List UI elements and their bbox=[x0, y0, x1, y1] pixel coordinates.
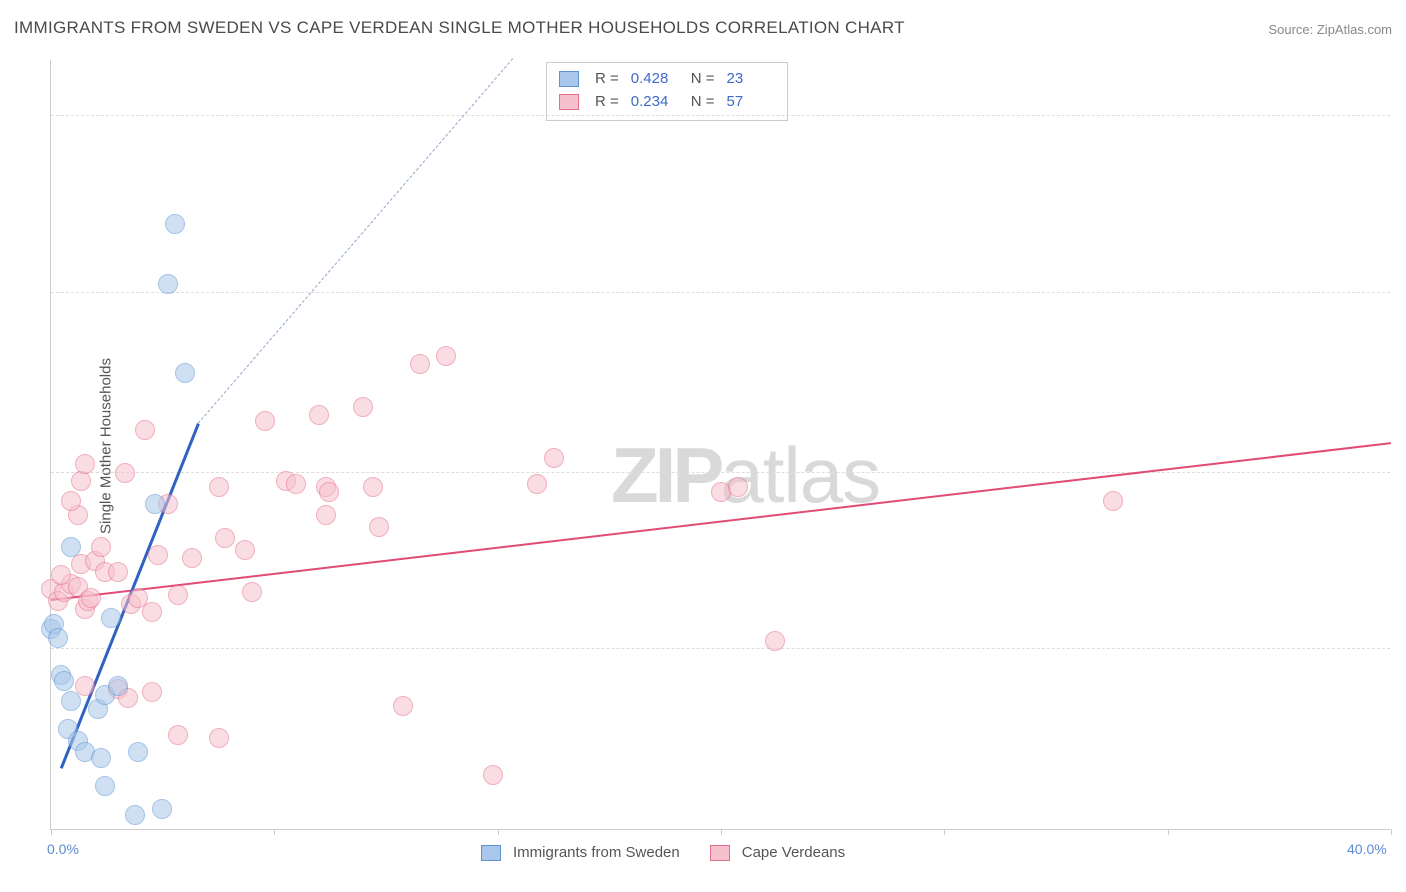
bottom-legend: Immigrants from Sweden Cape Verdeans bbox=[481, 844, 845, 861]
legend-swatch-sweden bbox=[559, 71, 579, 87]
scatter-point-capeverdean bbox=[142, 602, 162, 622]
scatter-point-sweden bbox=[48, 628, 68, 648]
scatter-point-capeverdean bbox=[309, 405, 329, 425]
legend-n-label: N = bbox=[691, 68, 715, 91]
scatter-point-capeverdean bbox=[544, 448, 564, 468]
x-tick bbox=[1168, 829, 1169, 835]
scatter-point-capeverdean bbox=[483, 765, 503, 785]
scatter-point-capeverdean bbox=[436, 346, 456, 366]
scatter-point-sweden bbox=[145, 494, 165, 514]
bottom-legend-sweden: Immigrants from Sweden bbox=[481, 844, 680, 861]
scatter-point-capeverdean bbox=[115, 463, 135, 483]
bottom-legend-capeverdean-label: Cape Verdeans bbox=[742, 844, 845, 861]
x-tick bbox=[1391, 829, 1392, 835]
scatter-point-sweden bbox=[152, 799, 172, 819]
trend-line-dash bbox=[198, 58, 514, 424]
scatter-point-capeverdean bbox=[209, 477, 229, 497]
scatter-point-capeverdean bbox=[168, 725, 188, 745]
x-tick bbox=[51, 829, 52, 835]
scatter-point-capeverdean bbox=[61, 491, 81, 511]
scatter-point-capeverdean bbox=[148, 545, 168, 565]
scatter-point-capeverdean bbox=[81, 588, 101, 608]
plot-area: ZIPatlas R = 0.428 N = 23 R = 0.234 N = … bbox=[50, 60, 1390, 830]
scatter-point-capeverdean bbox=[255, 411, 275, 431]
scatter-point-capeverdean bbox=[215, 528, 235, 548]
scatter-point-capeverdean bbox=[765, 631, 785, 651]
source-label: Source: ZipAtlas.com bbox=[1268, 22, 1392, 37]
scatter-point-capeverdean bbox=[353, 397, 373, 417]
x-tick-label: 0.0% bbox=[47, 841, 79, 857]
scatter-point-sweden bbox=[91, 748, 111, 768]
legend-r-label: R = bbox=[595, 68, 619, 91]
scatter-point-capeverdean bbox=[75, 454, 95, 474]
scatter-point-sweden bbox=[54, 671, 74, 691]
scatter-point-sweden bbox=[175, 363, 195, 383]
scatter-point-sweden bbox=[61, 691, 81, 711]
scatter-point-capeverdean bbox=[1103, 491, 1123, 511]
trend-line bbox=[51, 442, 1391, 601]
y-tick-label: 18.8% bbox=[1402, 285, 1406, 301]
legend-stats-row-capeverdean: R = 0.234 N = 57 bbox=[559, 91, 775, 114]
scatter-point-capeverdean bbox=[209, 728, 229, 748]
y-tick-label: 12.5% bbox=[1402, 465, 1406, 481]
scatter-point-capeverdean bbox=[142, 682, 162, 702]
bottom-legend-sweden-label: Immigrants from Sweden bbox=[513, 844, 680, 861]
legend-r-sweden: 0.428 bbox=[631, 68, 679, 91]
scatter-point-capeverdean bbox=[410, 354, 430, 374]
chart-container: IMMIGRANTS FROM SWEDEN VS CAPE VERDEAN S… bbox=[0, 0, 1406, 892]
scatter-point-capeverdean bbox=[235, 540, 255, 560]
x-tick bbox=[721, 829, 722, 835]
scatter-point-sweden bbox=[165, 214, 185, 234]
scatter-point-capeverdean bbox=[91, 537, 111, 557]
legend-swatch-sweden-icon bbox=[481, 845, 501, 861]
scatter-point-capeverdean bbox=[319, 482, 339, 502]
x-tick bbox=[944, 829, 945, 835]
legend-r-label: R = bbox=[595, 91, 619, 114]
gridline-h bbox=[51, 292, 1390, 293]
gridline-h bbox=[51, 648, 1390, 649]
scatter-point-capeverdean bbox=[71, 471, 91, 491]
x-tick bbox=[498, 829, 499, 835]
legend-n-label: N = bbox=[691, 91, 715, 114]
watermark-bold: ZIP bbox=[611, 431, 720, 519]
scatter-point-sweden bbox=[108, 676, 128, 696]
scatter-point-capeverdean bbox=[108, 562, 128, 582]
chart-title: IMMIGRANTS FROM SWEDEN VS CAPE VERDEAN S… bbox=[14, 18, 905, 38]
scatter-point-sweden bbox=[61, 537, 81, 557]
legend-n-capeverdean: 57 bbox=[727, 91, 775, 114]
scatter-point-sweden bbox=[125, 805, 145, 825]
scatter-point-capeverdean bbox=[182, 548, 202, 568]
scatter-point-capeverdean bbox=[286, 474, 306, 494]
y-tick-label: 6.3% bbox=[1402, 641, 1406, 657]
legend-n-sweden: 23 bbox=[727, 68, 775, 91]
scatter-point-capeverdean bbox=[168, 585, 188, 605]
scatter-point-capeverdean bbox=[363, 477, 383, 497]
scatter-point-capeverdean bbox=[393, 696, 413, 716]
gridline-h bbox=[51, 472, 1390, 473]
x-tick bbox=[274, 829, 275, 835]
scatter-point-capeverdean bbox=[135, 420, 155, 440]
legend-swatch-capeverdean bbox=[559, 94, 579, 110]
scatter-point-sweden bbox=[128, 742, 148, 762]
scatter-point-capeverdean bbox=[316, 505, 336, 525]
legend-stats-box: R = 0.428 N = 23 R = 0.234 N = 57 bbox=[546, 62, 788, 121]
legend-stats-row-sweden: R = 0.428 N = 23 bbox=[559, 68, 775, 91]
x-tick-label: 40.0% bbox=[1347, 841, 1387, 857]
scatter-point-capeverdean bbox=[728, 477, 748, 497]
scatter-point-capeverdean bbox=[242, 582, 262, 602]
scatter-point-sweden bbox=[101, 608, 121, 628]
scatter-point-capeverdean bbox=[51, 565, 71, 585]
legend-swatch-capeverdean-icon bbox=[710, 845, 730, 861]
scatter-point-capeverdean bbox=[527, 474, 547, 494]
bottom-legend-capeverdean: Cape Verdeans bbox=[710, 844, 845, 861]
gridline-h bbox=[51, 115, 1390, 116]
scatter-point-capeverdean bbox=[369, 517, 389, 537]
scatter-point-sweden bbox=[158, 274, 178, 294]
legend-r-capeverdean: 0.234 bbox=[631, 91, 679, 114]
scatter-point-sweden bbox=[95, 776, 115, 796]
